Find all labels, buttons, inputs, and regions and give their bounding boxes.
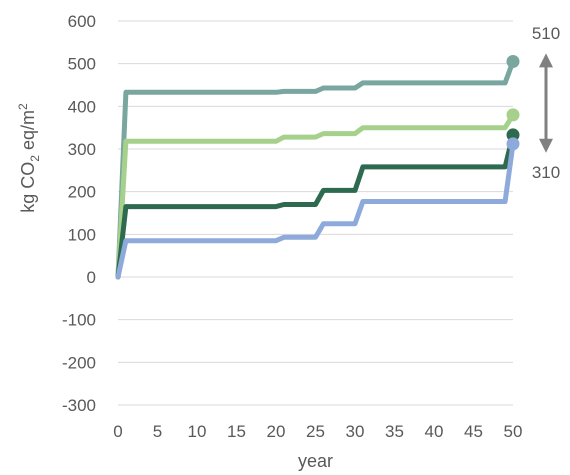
y-axis-label: kg CO2 eq/m2 [16,103,42,213]
y-tick-label: 200 [68,183,96,202]
x-tick-label: 25 [306,422,325,441]
x-tick-label: 30 [346,422,365,441]
x-axis-label: year [298,451,333,471]
x-tick-label: 20 [267,422,286,441]
series-end-marker [506,108,520,122]
x-tick-label: 10 [188,422,207,441]
x-tick-label: 40 [425,422,444,441]
series-end-marker [506,55,520,69]
y-tick-label: 600 [68,12,96,31]
range-arrow-head-bottom [539,138,553,153]
gridlines [118,20,513,406]
series-line [115,59,516,280]
y-tick-label: 500 [68,55,96,74]
range-arrow-head-top [539,53,553,68]
y-tick-label: 100 [68,225,96,244]
range-annotation: 510 310 [532,24,560,182]
range-bottom-label: 310 [532,163,560,182]
y-tick-label: -200 [62,353,96,372]
x-tick-label: 0 [113,422,122,441]
y-tick-label: 0 [87,268,96,287]
range-top-label: 510 [532,24,560,43]
y-tick-labels: -300 -200 -100 0 100 200 300 400 500 600 [62,12,96,415]
y-tick-label: -100 [62,311,96,330]
series-end-marker [506,128,520,142]
series-line [115,132,516,280]
series-line [115,112,516,280]
x-tick-label: 5 [153,422,162,441]
series-lines [115,55,520,280]
x-tick-label: 50 [504,422,523,441]
x-tick-labels: 0 5 10 15 20 25 30 35 40 45 50 [113,422,522,441]
y-tick-label: 300 [68,140,96,159]
x-tick-label: 15 [227,422,246,441]
series-end-marker [506,137,520,151]
x-tick-label: 45 [464,422,483,441]
x-tick-label: 35 [385,422,404,441]
series-line [115,141,516,280]
y-tick-label: -300 [62,396,96,415]
y-tick-label: 400 [68,97,96,116]
